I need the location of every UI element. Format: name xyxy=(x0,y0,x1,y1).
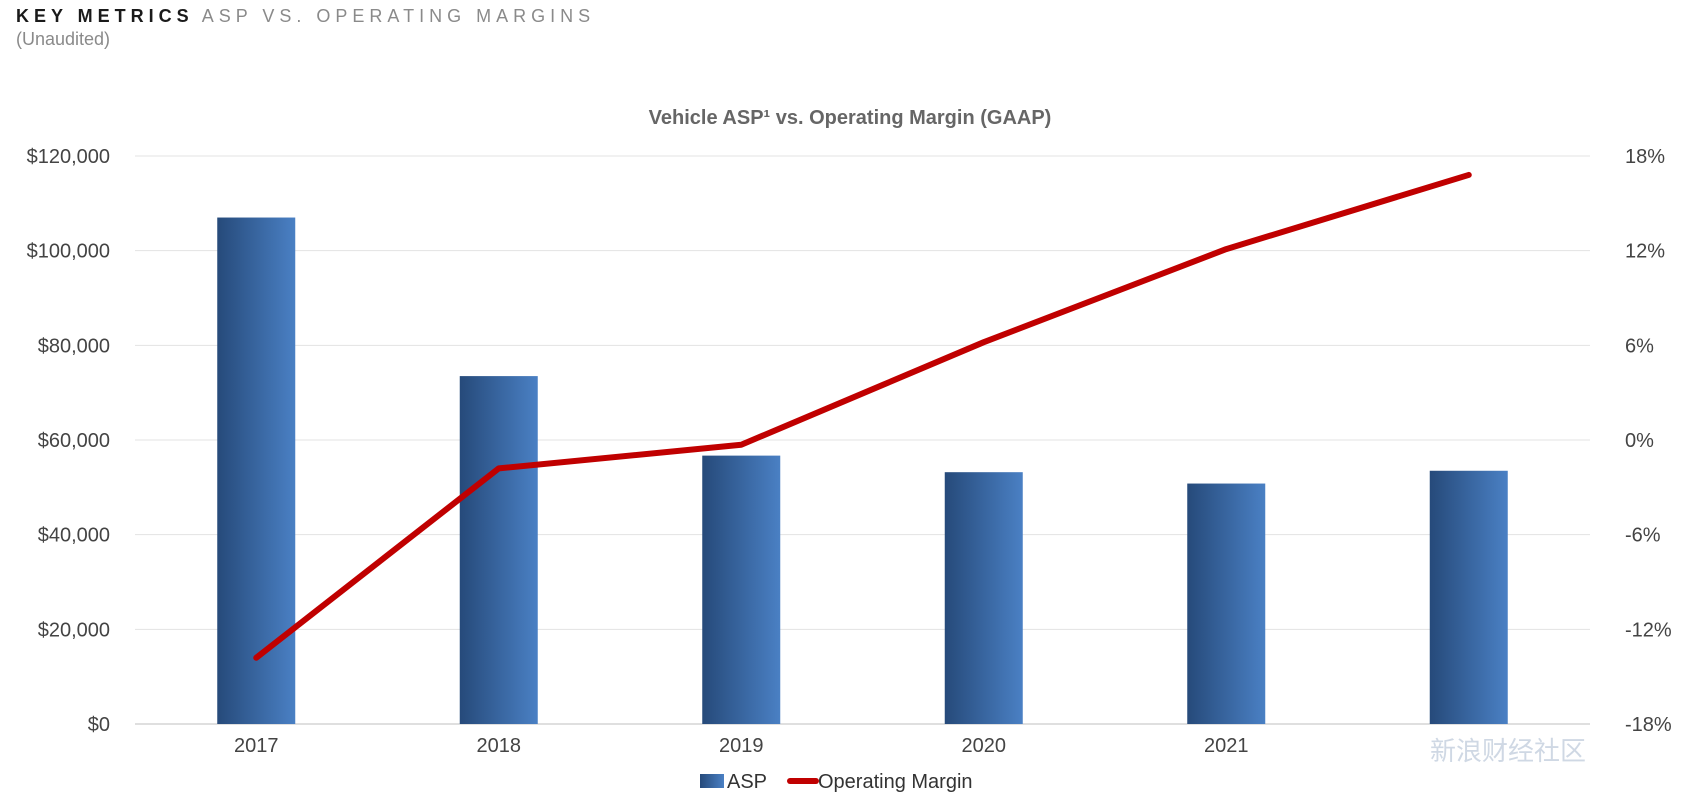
x-axis-ticks: 2017 2018 2019 2020 2021 xyxy=(234,735,1249,757)
legend-asp-label: ASP xyxy=(727,771,767,793)
asp-bar xyxy=(702,455,781,724)
margin-line xyxy=(253,171,1472,661)
legend: ASP Operating Margin xyxy=(700,771,973,793)
asp-bar xyxy=(217,217,296,725)
right-tick-label: 0% xyxy=(1625,430,1654,452)
right-axis-ticks: -18% -12% -6% 0% 6% 12% 18% xyxy=(1625,146,1672,736)
bars xyxy=(217,217,1508,725)
header-title-key: KEY METRICS xyxy=(16,6,194,26)
asp-bar xyxy=(459,376,538,724)
page-header: KEY METRICS ASP VS. OPERATING MARGINS (Un… xyxy=(16,6,595,50)
asp-bar xyxy=(1429,470,1508,724)
left-tick-label: $100,000 xyxy=(27,241,110,263)
asp-bar xyxy=(1187,483,1266,724)
operating-margin-line xyxy=(253,171,1472,661)
x-tick-label: 2018 xyxy=(477,735,522,757)
gridlines xyxy=(135,155,1590,725)
left-tick-label: $20,000 xyxy=(38,619,110,641)
left-tick-label: $80,000 xyxy=(38,335,110,357)
header-title: KEY METRICS ASP VS. OPERATING MARGINS xyxy=(16,6,595,27)
x-tick-label: 2017 xyxy=(234,735,279,757)
right-tick-label: -18% xyxy=(1625,714,1672,736)
right-tick-label: 18% xyxy=(1625,146,1665,168)
chart-title: Vehicle ASP¹ vs. Operating Margin (GAAP) xyxy=(649,107,1052,129)
left-tick-label: $0 xyxy=(88,714,110,736)
header-title-rest: ASP VS. OPERATING MARGINS xyxy=(201,6,596,26)
legend-asp-swatch xyxy=(700,774,724,788)
right-tick-label: 6% xyxy=(1625,335,1654,357)
legend-margin-label: Operating Margin xyxy=(818,771,973,793)
asp-bar xyxy=(944,472,1023,724)
left-tick-label: $40,000 xyxy=(38,525,110,547)
right-tick-label: 12% xyxy=(1625,241,1665,263)
x-tick-label: 2020 xyxy=(962,735,1007,757)
header-subtitle: (Unaudited) xyxy=(16,29,111,49)
left-tick-label: $60,000 xyxy=(38,430,110,452)
left-tick-label: $120,000 xyxy=(27,146,110,168)
right-tick-label: -6% xyxy=(1625,525,1661,547)
watermark-text: 新浪财经社区 xyxy=(1430,737,1586,767)
right-tick-label: -12% xyxy=(1625,619,1672,641)
x-tick-label: 2021 xyxy=(1204,735,1249,757)
left-axis-ticks: $0 $20,000 $40,000 $60,000 $80,000 $100,000 $1… xyxy=(27,146,110,736)
x-tick-label: 2019 xyxy=(719,735,764,757)
